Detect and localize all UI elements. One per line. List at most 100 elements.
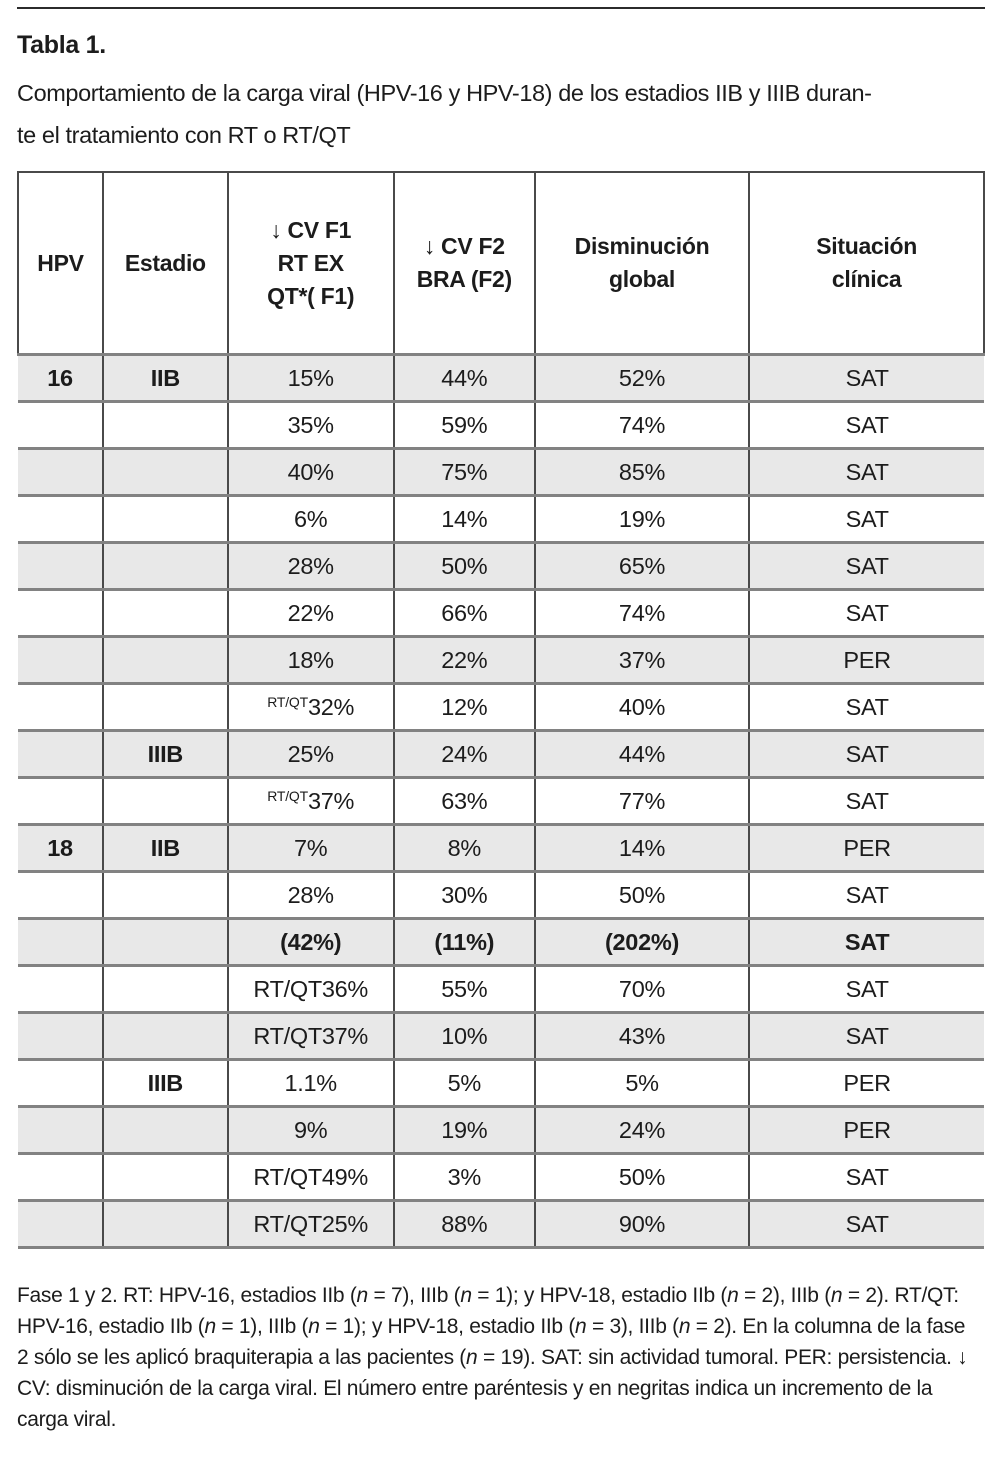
cell-situacion-clinica: SAT bbox=[748, 542, 984, 591]
cell-hpv bbox=[18, 918, 103, 967]
cell-estadio bbox=[102, 401, 228, 450]
cell-disminucion-global: 19% bbox=[533, 495, 750, 544]
cell-cv-f2: 30% bbox=[392, 871, 535, 920]
cell-hpv bbox=[18, 401, 103, 450]
cell-cv-f1: 15% bbox=[226, 354, 394, 403]
cell-situacion-clinica: SAT bbox=[748, 354, 984, 403]
cell-hpv bbox=[18, 1059, 103, 1108]
footnote-italic-n: n bbox=[727, 1284, 739, 1307]
cell-estadio bbox=[102, 965, 228, 1014]
footnote-italic-n: n bbox=[356, 1284, 369, 1307]
cell-hpv bbox=[18, 495, 103, 544]
cell-estadio: IIB bbox=[102, 824, 228, 873]
cell-hpv bbox=[18, 965, 103, 1014]
cell-cv-f1: 9% bbox=[226, 1106, 394, 1155]
cell-hpv bbox=[18, 730, 103, 779]
footnote-text: = 2). RT/QT: HPV-16, estadio IIb ( bbox=[17, 1284, 959, 1338]
caption-line-1: Comportamiento de la carga viral (HPV-16… bbox=[17, 80, 872, 106]
cell-cv-f2: 8% bbox=[392, 824, 535, 873]
cell-cv-f2: 50% bbox=[392, 542, 535, 591]
cell-cv-f2: 14% bbox=[392, 495, 535, 544]
cell-situacion-clinica: SAT bbox=[748, 448, 984, 497]
table-row: 35% 59% 74% SAT bbox=[18, 401, 984, 450]
cell-cv-f2: 75% bbox=[392, 448, 535, 497]
cell-disminucion-global: 74% bbox=[533, 401, 750, 450]
table-row: 40% 75% 85% SAT bbox=[18, 448, 984, 497]
table-row: RT/QT37% 10% 43% SAT bbox=[18, 1012, 984, 1061]
cell-estadio bbox=[102, 495, 228, 544]
table-row: 6% 14% 19% SAT bbox=[18, 495, 984, 544]
table-row: 18 IIB 7% 8% 14% PER bbox=[18, 824, 984, 873]
cell-cv-f2: 5% bbox=[392, 1059, 535, 1108]
cell-hpv bbox=[18, 777, 103, 826]
footnote-text: = 1), IIIb ( bbox=[215, 1315, 309, 1338]
cell-hpv bbox=[18, 1012, 103, 1061]
cell-disminucion-global: 77% bbox=[533, 777, 750, 826]
cell-disminucion-global: 70% bbox=[533, 965, 750, 1014]
cell-disminucion-global: 37% bbox=[533, 636, 750, 685]
cell-hpv bbox=[18, 448, 103, 497]
rt-qt-superscript: RT/QT bbox=[267, 693, 308, 710]
cell-disminucion-global: 43% bbox=[533, 1012, 750, 1061]
cell-cv-f1: 28% bbox=[226, 871, 394, 920]
viral-load-table: HPV Estadio ↓ CV F1 RT EX QT*( F1) ↓ CV … bbox=[17, 171, 985, 1249]
footnote-text: = 19). SAT: sin actividad tumoral. PER: … bbox=[17, 1346, 968, 1431]
top-rule bbox=[17, 7, 985, 9]
footnote-text: = 1); y HPV-18, estadio IIb ( bbox=[319, 1315, 576, 1338]
cell-disminucion-global: 85% bbox=[533, 448, 750, 497]
cell-estadio bbox=[102, 1012, 228, 1061]
table-row: 16 IIB 15% 44% 52% SAT bbox=[18, 354, 984, 403]
cell-disminucion-global: 52% bbox=[533, 354, 750, 403]
cell-disminucion-global: 40% bbox=[533, 683, 750, 732]
cell-cv-f1: 7% bbox=[226, 824, 394, 873]
cell-estadio: IIIB bbox=[102, 730, 228, 779]
cell-estadio bbox=[102, 1200, 228, 1249]
column-header-hpv: HPV bbox=[17, 172, 103, 356]
cell-cv-f2: 12% bbox=[392, 683, 535, 732]
cell-situacion-clinica: SAT bbox=[748, 965, 984, 1014]
cell-disminucion-global: 50% bbox=[533, 1153, 750, 1202]
footnote-italic-n: n bbox=[830, 1284, 843, 1307]
cell-cv-f2: 63% bbox=[392, 777, 535, 826]
cell-hpv bbox=[18, 1106, 103, 1155]
table-row: 9% 19% 24% PER bbox=[18, 1106, 984, 1155]
footnote: Fase 1 y 2. RT: HPV-16, estadios IIb (n … bbox=[17, 1280, 979, 1435]
table-row: RT/QT36% 55% 70% SAT bbox=[18, 965, 984, 1014]
cell-cv-f2: (11%) bbox=[392, 918, 535, 967]
cell-estadio bbox=[102, 1153, 228, 1202]
cell-estadio bbox=[102, 918, 228, 967]
cell-disminucion-global: 90% bbox=[533, 1200, 750, 1249]
cell-cv-f1: 6% bbox=[226, 495, 394, 544]
footnote-italic-n: n bbox=[204, 1315, 216, 1338]
column-header-cv-f2: ↓ CV F2 BRA (F2) bbox=[392, 172, 535, 356]
cell-hpv bbox=[18, 683, 103, 732]
cell-cv-f1: RT/QT32% bbox=[226, 683, 394, 732]
cell-cv-f1: RT/QT37% bbox=[226, 777, 394, 826]
cell-estadio bbox=[102, 871, 228, 920]
cell-disminucion-global: 44% bbox=[533, 730, 750, 779]
cell-hpv bbox=[18, 542, 103, 591]
footnote-italic-n: n bbox=[678, 1315, 691, 1338]
cell-estadio bbox=[102, 589, 228, 638]
cell-cv-f1: 22% bbox=[226, 589, 394, 638]
table-row: (42%) (11%) (202%) SAT bbox=[18, 918, 984, 967]
cell-situacion-clinica: PER bbox=[748, 1106, 984, 1155]
table-row: RT/QT37% 63% 77% SAT bbox=[18, 777, 984, 826]
cell-situacion-clinica: SAT bbox=[748, 918, 984, 967]
cell-situacion-clinica: PER bbox=[748, 1059, 984, 1108]
cell-cv-f2: 24% bbox=[392, 730, 535, 779]
footnote-italic-n: n bbox=[575, 1315, 587, 1338]
cell-cv-f1: 18% bbox=[226, 636, 394, 685]
cell-cv-f2: 88% bbox=[392, 1200, 535, 1249]
table-row: RT/QT25% 88% 90% SAT bbox=[18, 1200, 984, 1249]
cell-estadio bbox=[102, 542, 228, 591]
cell-situacion-clinica: PER bbox=[748, 636, 984, 685]
cell-hpv: 18 bbox=[18, 824, 103, 873]
cell-disminucion-global: 5% bbox=[533, 1059, 750, 1108]
table-label: Tabla 1. bbox=[17, 31, 106, 59]
cell-situacion-clinica: SAT bbox=[748, 1153, 984, 1202]
cell-hpv bbox=[18, 871, 103, 920]
cell-cv-f1: 28% bbox=[226, 542, 394, 591]
table-row: IIIB 1.1% 5% 5% PER bbox=[18, 1059, 984, 1108]
cell-cv-f1: RT/QT37% bbox=[226, 1012, 394, 1061]
